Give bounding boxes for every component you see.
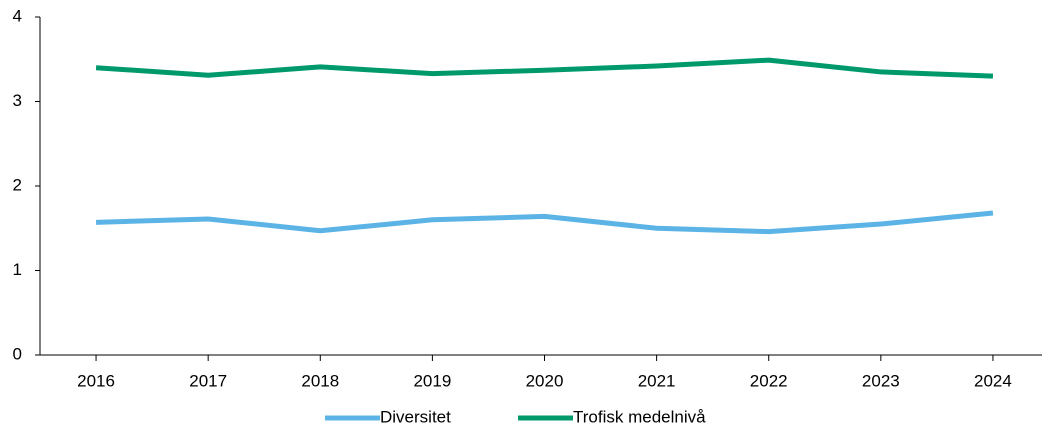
x-tick-label: 2024 xyxy=(974,371,1012,390)
x-tick-label: 2022 xyxy=(750,371,788,390)
y-tick-label: 0 xyxy=(13,344,22,363)
y-tick-label: 3 xyxy=(13,91,22,110)
line-series xyxy=(95,57,994,79)
legend-label: Trofisk medelnivå xyxy=(573,407,706,426)
x-tick-label: 2021 xyxy=(638,371,676,390)
x-tick-label: 2020 xyxy=(526,371,564,390)
y-tick-label: 2 xyxy=(13,175,22,194)
legend-label: Diversitet xyxy=(380,407,451,426)
x-tick-label: 2019 xyxy=(413,371,451,390)
line-series xyxy=(95,210,994,235)
x-tick-label: 2023 xyxy=(862,371,900,390)
y-tick-label: 1 xyxy=(13,260,22,279)
x-tick-label: 2018 xyxy=(301,371,339,390)
x-tick-label: 2017 xyxy=(189,371,227,390)
y-tick-label: 4 xyxy=(13,6,22,25)
x-tick-label: 2016 xyxy=(77,371,115,390)
